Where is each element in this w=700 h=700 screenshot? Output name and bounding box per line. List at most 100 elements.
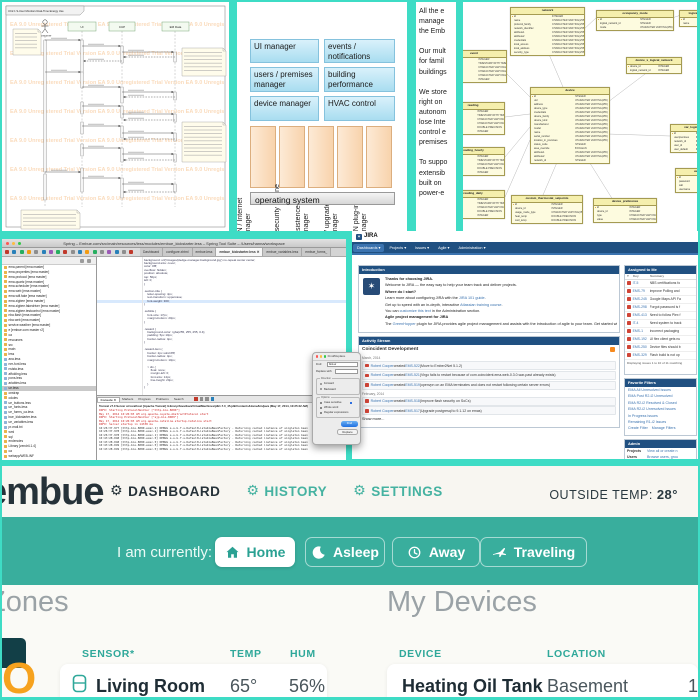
toolbar-icon[interactable]: [129, 250, 134, 255]
link[interactable]: JIRA 101 guide: [458, 296, 485, 301]
console-tab[interactable]: Markers: [122, 397, 134, 401]
view-menu-icon[interactable]: [87, 258, 91, 263]
explorer-item[interactable]: odules: [2, 396, 96, 401]
zone-row[interactable]: [60, 664, 327, 697]
explorer-item[interactable]: sql: [2, 435, 96, 440]
explorer-item[interactable]: ema.zigbee.testcontrol [ema master]: [2, 309, 96, 314]
filter-link[interactable]: In Progress Issues: [628, 413, 658, 418]
assigned-issue-row[interactable]: EMS-1 Incorrect packaging: [625, 328, 696, 336]
issue-key-link[interactable]: EMS-329: [632, 353, 647, 357]
explorer-item[interactable]: nba.web [ema master]: [2, 318, 96, 323]
explorer-item[interactable]: ema.properties [ema master]: [2, 270, 96, 275]
assigned-issue-row[interactable]: IT-5 NBS certifications fo: [625, 280, 696, 288]
explorer-item[interactable]: pons.less: [2, 376, 96, 381]
link[interactable]: EMS-518: [405, 399, 420, 404]
toolbar-icon[interactable]: [114, 250, 119, 255]
device-row[interactable]: [387, 664, 698, 697]
case-sensitive-checkbox[interactable]: [320, 401, 323, 404]
stop-icon[interactable]: [194, 397, 198, 401]
explorer-item[interactable]: bue_kickstarter.less: [2, 415, 96, 420]
presence-home[interactable]: Home: [215, 537, 295, 567]
assigned-issue-row[interactable]: EMS-245 Google Maps API Fa: [625, 296, 696, 304]
find-button[interactable]: Find: [341, 421, 358, 427]
link[interactable]: EMS-519: [405, 383, 420, 388]
assigned-issue-row[interactable]: EMS-298 Forgot password is f: [625, 304, 696, 312]
explorer-item[interactable]: ue.less: [2, 386, 96, 391]
console-tab[interactable]: Progress: [138, 397, 151, 401]
link[interactable]: EMS-521: [405, 373, 420, 378]
toolbar-icon[interactable]: [85, 250, 90, 255]
link[interactable]: Robert Cooper: [370, 373, 394, 378]
explorer-item[interactable]: nba.flash [ema master]: [2, 313, 96, 318]
explorer-item[interactable]: ema.wifi.fake [ema master]: [2, 294, 96, 299]
presence-traveling[interactable]: Traveling: [480, 537, 587, 567]
console-tab[interactable]: Search: [173, 397, 184, 401]
issue-key-link[interactable]: EMS-79: [632, 289, 645, 293]
manage-filters-link[interactable]: Manage Filters: [651, 426, 676, 431]
assigned-issue-row[interactable]: IT-4 Need system to track: [625, 320, 696, 328]
editor-tab[interactable]: embue.less: [192, 248, 217, 256]
explorer-item[interactable]: webapp/WEB-INF: [2, 454, 96, 459]
forward-radio[interactable]: [320, 382, 323, 385]
link[interactable]: EMS-522: [405, 363, 420, 368]
explorer-item[interactable]: ariables.less: [2, 381, 96, 386]
create-filter-link[interactable]: Create Filter: [628, 426, 648, 431]
toolbar-icon[interactable]: [5, 250, 9, 255]
toolbar-icon[interactable]: [19, 250, 24, 255]
jira-nav-dashboards[interactable]: Dashboards ▾: [353, 243, 385, 252]
explorer-item[interactable]: ema.quartz [ema master]: [2, 280, 96, 285]
link[interactable]: Atlassian training course: [460, 302, 502, 307]
jira-nav-issues[interactable]: Issues ▾: [415, 246, 430, 250]
embue-logo[interactable]: embue: [2, 471, 104, 513]
link[interactable]: Robert Cooper: [370, 408, 394, 413]
link[interactable]: GreenHopper: [392, 321, 416, 326]
show-more-link[interactable]: Show more...: [362, 417, 385, 422]
presence-away[interactable]: Away: [392, 537, 480, 567]
toolbar-icon[interactable]: [121, 250, 126, 255]
toolbar-icon[interactable]: [12, 250, 17, 255]
filter-link[interactable]: EMA R2-i2 Resolved & Closed: [628, 400, 677, 405]
minimize-icon[interactable]: [12, 241, 16, 246]
explorer-item[interactable]: wml: [2, 430, 96, 435]
explorer-item[interactable]: resources: [2, 338, 96, 343]
explorer-item[interactable]: ema.web [ema master]: [2, 289, 96, 294]
explorer-item[interactable]: e [embue.com master r2]: [2, 328, 96, 333]
editor-tab[interactable]: Dashboard: [140, 248, 164, 256]
explorer-item[interactable]: service.weather [ema master]: [2, 323, 96, 328]
assigned-issue-row[interactable]: EMS-250 Device files should b: [625, 344, 696, 352]
explorer-item[interactable]: main: [2, 347, 96, 352]
console-toolbar-icon[interactable]: [205, 397, 209, 401]
assigned-issue-row[interactable]: EMS-79 Improve Polling and: [625, 288, 696, 296]
toolbar-icon[interactable]: [26, 250, 31, 255]
link[interactable]: customize this text: [399, 309, 431, 314]
toolbar-icon[interactable]: [99, 250, 104, 255]
toolbar-icon[interactable]: [56, 250, 61, 255]
explorer-item[interactable]: affolding.less: [2, 372, 96, 377]
issue-key-link[interactable]: EMS-298: [632, 305, 647, 309]
explorer-item[interactable]: ca: [2, 333, 96, 338]
toolbar-icon[interactable]: [107, 250, 112, 255]
filter-link[interactable]: EMA Post R2-i2 Unresolved: [628, 394, 673, 399]
explorer-item[interactable]: ema.zigbee [ema master]: [2, 299, 96, 304]
presence-asleep[interactable]: Asleep: [305, 537, 385, 567]
explorer-item[interactable]: ca: [2, 449, 96, 454]
editor-tab[interactable]: embue_kickstarter.less ✕: [216, 248, 264, 256]
explorer-item[interactable]: less: [2, 352, 96, 357]
admin-links[interactable]: Browse users, grou: [647, 455, 678, 459]
assigned-issue-row[interactable]: EMS-413 Need to follow Plex f: [625, 312, 696, 320]
nav-dashboard[interactable]: ⚙ DASHBOARD: [110, 483, 220, 499]
issue-key-link[interactable]: IT-4: [632, 321, 639, 325]
zoom-icon[interactable]: [324, 355, 327, 358]
link[interactable]: Robert Cooper: [370, 399, 394, 404]
issue-key-link[interactable]: EMS-413: [632, 313, 647, 317]
code-editor[interactable]: background: url('/images/pledge-manager-…: [97, 257, 346, 395]
link[interactable]: EMS-517: [405, 408, 420, 413]
console-toolbar-icon[interactable]: [210, 397, 215, 401]
collapse-all-icon[interactable]: [80, 258, 84, 263]
console-tab[interactable]: Problems: [155, 397, 169, 401]
toolbar-icon[interactable]: [70, 250, 75, 255]
editor-tab[interactable]: embue_forms_: [302, 248, 332, 256]
explorer-item[interactable]: ner-font.less: [2, 362, 96, 367]
console-toolbar-icon[interactable]: [199, 397, 204, 401]
replace-button[interactable]: Replace: [337, 429, 358, 435]
